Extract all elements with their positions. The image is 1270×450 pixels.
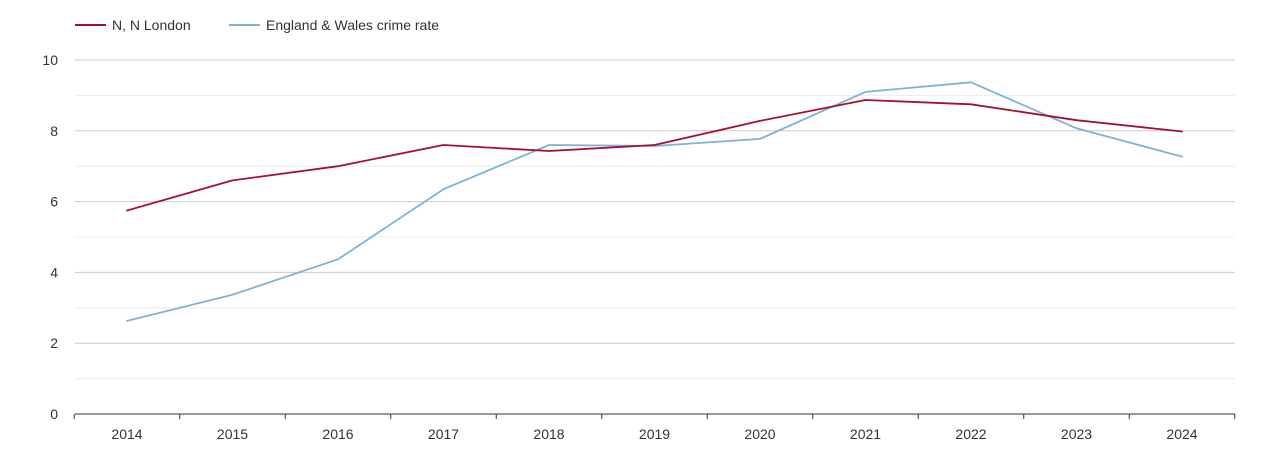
x-tick-label: 2016	[322, 426, 353, 442]
x-axis-tick-labels: 2014 2015 2016 2017 2018 2019 2020 2021 2022 2023…	[111, 426, 1197, 442]
legend: N, N London England & Wales crime rate	[75, 17, 439, 33]
x-tick-label: 2024	[1166, 426, 1197, 442]
x-tick-label: 2020	[744, 426, 775, 442]
x-tick-label: 2021	[850, 426, 881, 442]
x-tick-label: 2014	[111, 426, 142, 442]
y-tick-label: 10	[42, 52, 58, 68]
legend-label-england-wales: England & Wales crime rate	[266, 17, 439, 33]
x-tick-label: 2018	[533, 426, 564, 442]
series-line-n-london	[126, 99, 1183, 212]
x-tick-label: 2015	[217, 426, 248, 442]
y-tick-label: 4	[50, 264, 58, 280]
y-tick-label: 0	[50, 406, 58, 422]
x-tick-label: 2023	[1061, 426, 1092, 442]
legend-label-n-london: N, N London	[112, 17, 191, 33]
x-tick-label: 2019	[639, 426, 670, 442]
series-line-england-wales	[126, 81, 1183, 322]
y-axis-tick-labels: 0 2 4 6 8 10	[42, 52, 58, 422]
x-axis-tick-marks	[73, 414, 1236, 419]
series-layer	[126, 81, 1183, 322]
x-tick-label: 2017	[428, 426, 459, 442]
y-tick-label: 8	[50, 123, 58, 139]
x-tick-label: 2022	[955, 426, 986, 442]
gridlines	[75, 59, 1235, 380]
y-tick-label: 6	[50, 194, 58, 210]
y-tick-label: 2	[50, 335, 58, 351]
